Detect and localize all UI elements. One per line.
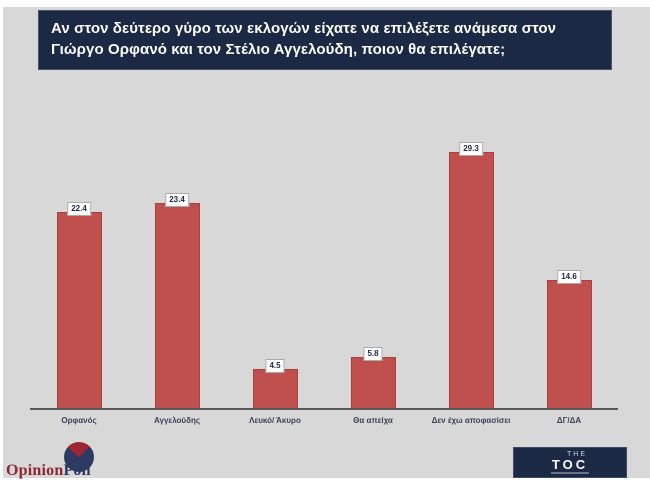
opinion-poll-wordmark-poll: Poll	[63, 462, 91, 479]
bar-slot: 4.5	[226, 98, 324, 408]
the-toc-logo: THE TOC	[513, 447, 627, 478]
bar-ΔΓ/ΔΑ: 14.6	[546, 270, 592, 408]
bar-value-label: 5.8	[363, 347, 383, 361]
frame-strip-top	[0, 0, 650, 7]
category-label: Δεν έχω αποφασίσει	[431, 416, 511, 425]
bar-Αγγελούδης: 23.4	[154, 193, 200, 408]
bar-Δεν έχω αποφασίσει: 29.3	[448, 142, 494, 408]
bar-value-label: 4.5	[265, 359, 285, 373]
bar-Θα απείχα: 5.8	[350, 347, 396, 408]
bar-value-label: 29.3	[459, 142, 483, 156]
category-label: Θα απείχα	[353, 416, 393, 425]
bar-value-label: 23.4	[165, 193, 189, 207]
bar-value-label: 22.4	[67, 202, 91, 216]
bar-slot: 23.4	[128, 98, 226, 408]
frame-strip-bottom	[0, 478, 650, 480]
poll-question-header: Αν στον δεύτερο γύρο των εκλογών είχατε …	[38, 10, 612, 70]
opinion-poll-wordmark-opinion: Opinion	[6, 462, 64, 479]
category-label: Λευκό/ Άκυρο	[249, 416, 301, 425]
category-label: Ορφανός	[61, 416, 97, 425]
opinion-poll-circle-icon	[64, 442, 94, 472]
opinion-poll-logo: OpinionPoll	[6, 441, 136, 479]
bar-slot: 22.4	[30, 98, 128, 408]
bar-Λευκό/ Άκυρο: 4.5	[252, 359, 298, 408]
toc-logo-tagline-line	[551, 472, 589, 475]
bar-slot: 29.3	[422, 98, 520, 408]
bar-slot: 5.8	[324, 98, 422, 408]
category-label: Αγγελούδης	[154, 416, 200, 425]
toc-logo-toc-text: TOC	[551, 456, 589, 472]
category-label: ΔΓ/ΔΑ	[556, 416, 582, 425]
opinion-poll-wordmark: OpinionPoll	[6, 462, 91, 480]
frame-strip-left	[0, 0, 3, 480]
bar-slot: 14.6	[520, 98, 618, 408]
category-axis: Ορφανός Αγγελούδης Λευκό/ Άκυρο Θα απείχα Δε…	[30, 416, 618, 425]
bar-Ορφανός: 22.4	[56, 202, 102, 408]
toc-logo-the-text: THE	[567, 450, 587, 458]
bar-chart: 22.4 23.4 4.5 5.8 29.3 14.6	[30, 98, 618, 410]
bar-value-label: 14.6	[557, 270, 581, 284]
bar-chart-plot-area: 22.4 23.4 4.5 5.8 29.3 14.6	[30, 98, 618, 408]
poll-question-text: Αν στον δεύτερο γύρο των εκλογών είχατε …	[51, 20, 557, 59]
